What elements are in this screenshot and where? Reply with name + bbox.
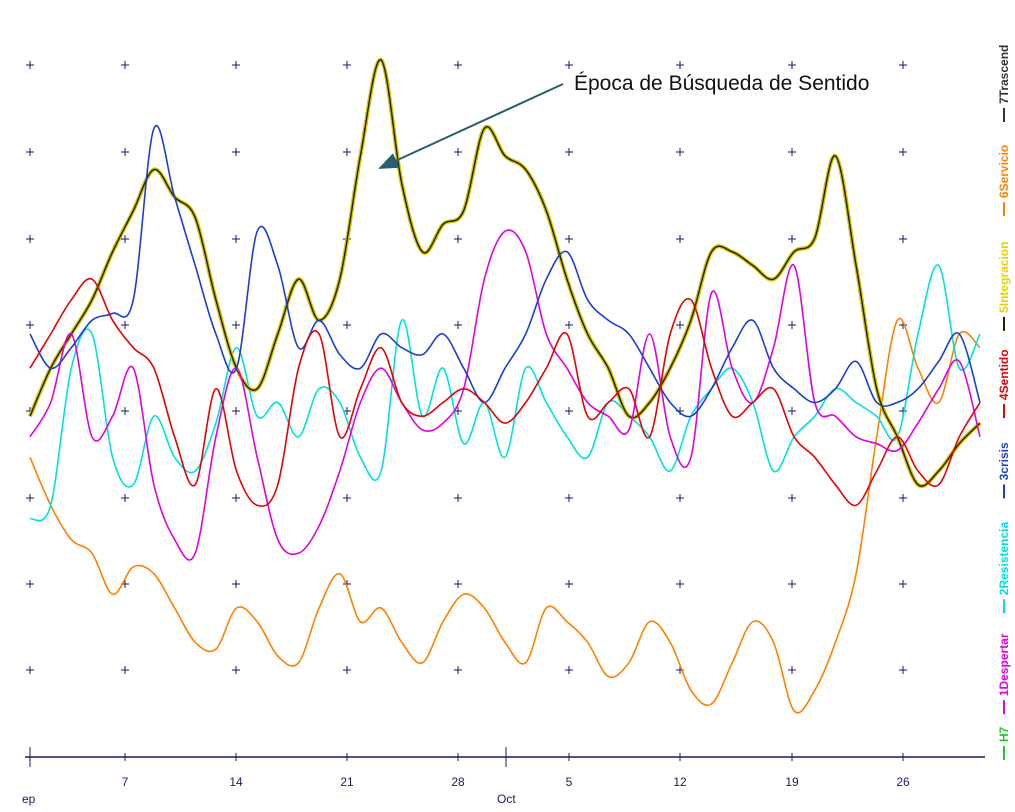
grid-marker xyxy=(454,148,462,156)
legend-item-1Despertar: 1Despertar xyxy=(997,633,1011,696)
grid-marker xyxy=(232,580,240,588)
grid-marker xyxy=(232,494,240,502)
x-tick-label: 12 xyxy=(673,775,687,789)
grid-marker xyxy=(26,494,34,502)
series-line-halo xyxy=(28,57,982,489)
grid-marker xyxy=(121,235,129,243)
grid-marker xyxy=(26,321,34,329)
x-axis-ticks: 7 14 21 28 5 12 19 26 ep Oct xyxy=(22,747,910,806)
grid-marker xyxy=(899,494,907,502)
grid-marker xyxy=(565,494,573,502)
grid-marker xyxy=(232,61,240,69)
x-tick-label: 7 xyxy=(122,775,129,789)
legend-item-2Resistencia: 2Resistencia xyxy=(997,521,1011,595)
legend-item-5Integracion: 5Integracion xyxy=(997,242,1011,313)
grid-marker xyxy=(788,494,796,502)
series-line-3crisis xyxy=(29,124,981,418)
legend-item-3crisis: 3crisis xyxy=(997,442,1011,480)
x-tick-label: 19 xyxy=(785,775,799,789)
grid-marker xyxy=(121,321,129,329)
grid-marker xyxy=(26,580,34,588)
grid-marker xyxy=(26,61,34,69)
grid-marker xyxy=(343,61,351,69)
month-label: Oct xyxy=(497,792,516,806)
grid-marker xyxy=(565,321,573,329)
grid-marker xyxy=(676,61,684,69)
legend-item-7Trascend: 7Trascend xyxy=(997,45,1011,104)
series-line-2Resistencia xyxy=(29,264,981,522)
grid-marker xyxy=(26,148,34,156)
grid-marker xyxy=(676,148,684,156)
grid-marker xyxy=(899,580,907,588)
grid-marker xyxy=(454,580,462,588)
month-label: ep xyxy=(22,792,36,806)
grid-marker xyxy=(565,407,573,415)
grid-marker xyxy=(565,61,573,69)
grid-marker xyxy=(788,407,796,415)
legend-item-4Sentido: 4Sentido xyxy=(997,349,1011,400)
annotation: Época de Búsqueda de Sentido xyxy=(378,72,869,169)
x-tick-label: 14 xyxy=(229,775,243,789)
grid-marker xyxy=(343,321,351,329)
grid-marker xyxy=(343,148,351,156)
grid-marker xyxy=(232,321,240,329)
grid-marker xyxy=(121,494,129,502)
grid-marker xyxy=(565,580,573,588)
grid-marker xyxy=(788,235,796,243)
legend: H7 1Despertar 2Resistencia 3crisis 4Sentido 5… xyxy=(997,45,1011,760)
x-tick-label: 21 xyxy=(340,775,354,789)
series-group xyxy=(28,57,982,714)
x-tick-label: 28 xyxy=(451,775,465,789)
grid-marker xyxy=(788,321,796,329)
grid-marker xyxy=(343,494,351,502)
annotation-label: Época de Búsqueda de Sentido xyxy=(574,72,869,95)
x-tick-label: 26 xyxy=(896,775,910,789)
grid-marker xyxy=(232,407,240,415)
grid-marker xyxy=(899,148,907,156)
grid-markers xyxy=(26,61,907,674)
grid-marker xyxy=(26,666,34,674)
series-line-4Sentido xyxy=(29,277,981,508)
grid-marker xyxy=(454,61,462,69)
grid-marker xyxy=(788,580,796,588)
grid-marker xyxy=(899,61,907,69)
grid-marker xyxy=(121,407,129,415)
grid-marker xyxy=(565,666,573,674)
x-tick-label: 5 xyxy=(566,775,573,789)
grid-marker xyxy=(788,666,796,674)
grid-marker xyxy=(788,61,796,69)
grid-marker xyxy=(121,666,129,674)
grid-marker xyxy=(676,235,684,243)
grid-marker xyxy=(26,235,34,243)
grid-marker xyxy=(454,407,462,415)
grid-marker xyxy=(565,235,573,243)
grid-marker xyxy=(454,494,462,502)
grid-marker xyxy=(676,321,684,329)
series-line-6Servicio xyxy=(29,317,981,714)
grid-marker xyxy=(788,148,796,156)
annotation-arrow xyxy=(378,83,564,169)
grid-marker xyxy=(454,235,462,243)
legend-item-H7: H7 xyxy=(997,726,1011,742)
grid-marker xyxy=(454,666,462,674)
grid-marker xyxy=(232,148,240,156)
grid-marker xyxy=(676,494,684,502)
grid-marker xyxy=(232,235,240,243)
grid-marker xyxy=(565,148,573,156)
grid-marker xyxy=(121,61,129,69)
series-line-1Despertar xyxy=(29,229,981,561)
series-line-5Integracion xyxy=(29,59,981,487)
grid-marker xyxy=(232,666,240,674)
grid-marker xyxy=(343,666,351,674)
grid-marker xyxy=(899,666,907,674)
grid-marker xyxy=(121,148,129,156)
grid-marker xyxy=(899,235,907,243)
grid-marker xyxy=(676,580,684,588)
legend-rotated: H7 1Despertar 2Resistencia 3crisis 4Sentido 5… xyxy=(997,45,1011,760)
legend-item-6Servicio: 6Servicio xyxy=(997,145,1011,198)
grid-marker xyxy=(454,321,462,329)
